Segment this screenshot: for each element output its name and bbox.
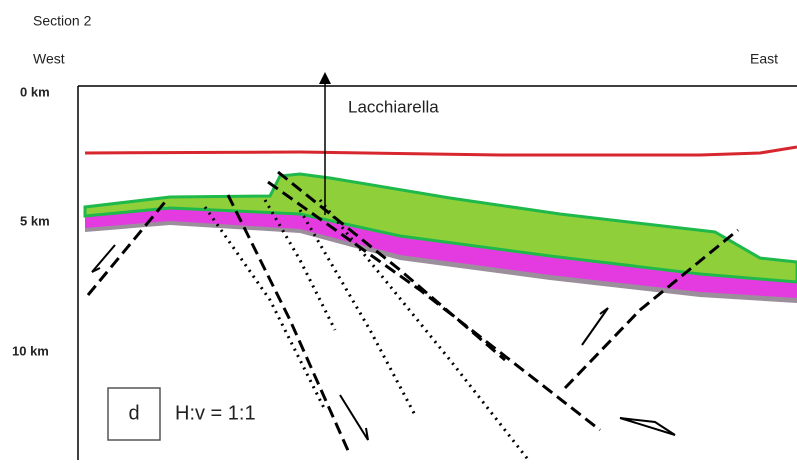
scale-label: H:v = 1:1 <box>175 402 256 424</box>
red-horizon <box>85 147 797 155</box>
location-label: Lacchiarella <box>348 97 439 116</box>
green-layer <box>85 174 797 282</box>
section-title: Section 2 <box>33 13 92 29</box>
depth-label: 0 km <box>20 84 50 99</box>
east-label: East <box>750 51 778 67</box>
panel-letter: d <box>128 402 139 424</box>
depth-label: 5 km <box>20 213 50 228</box>
well-arrow <box>319 72 331 84</box>
cross-section: Section 2 West East 0 km 5 km 10 km Lacc… <box>0 0 797 470</box>
depth-label: 10 km <box>12 343 49 358</box>
west-label: West <box>33 51 65 67</box>
